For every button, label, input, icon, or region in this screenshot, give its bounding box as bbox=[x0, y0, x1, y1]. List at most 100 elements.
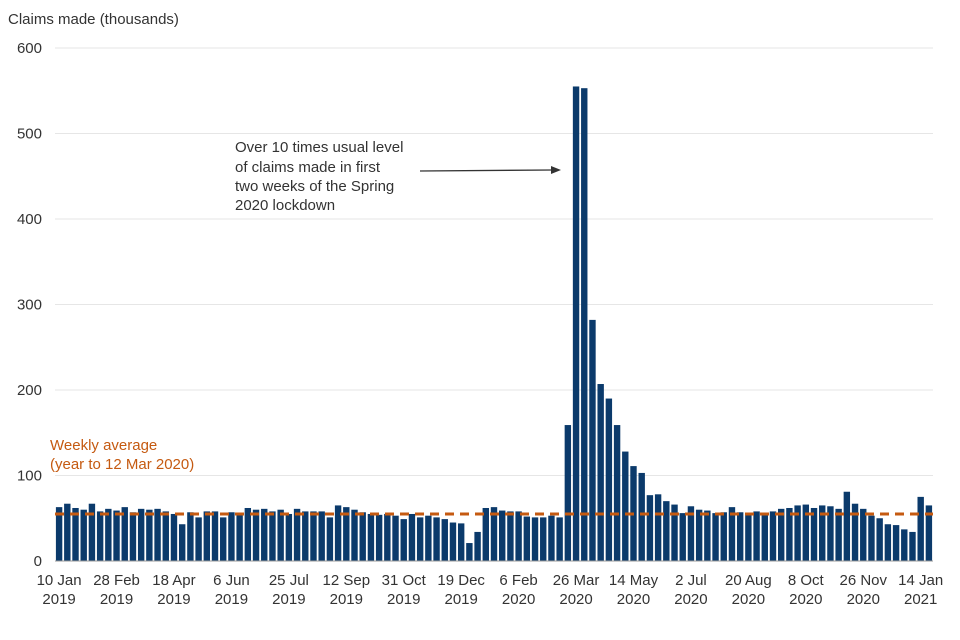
bar bbox=[917, 496, 924, 561]
bar bbox=[466, 543, 473, 561]
x-tick-year-label: 2019 bbox=[272, 591, 305, 608]
bar bbox=[745, 514, 752, 561]
bar bbox=[646, 495, 654, 561]
bar bbox=[892, 525, 900, 561]
x-tick-label: 2 Jul bbox=[675, 572, 707, 589]
x-tick-label: 6 Jun bbox=[213, 572, 250, 589]
x-tick-label: 28 Feb bbox=[93, 572, 140, 589]
bar bbox=[777, 508, 785, 561]
average-label-line2: (year to 12 Mar 2020) bbox=[50, 456, 194, 473]
x-tick-label: 25 Jul bbox=[269, 572, 309, 589]
bar bbox=[121, 507, 128, 561]
y-tick-label: 0 bbox=[34, 553, 42, 570]
x-tick-year-label: 2019 bbox=[215, 591, 248, 608]
gridlines bbox=[55, 47, 933, 476]
x-tick-year-label: 2019 bbox=[330, 591, 363, 608]
x-tick-year-label: 2019 bbox=[444, 591, 477, 608]
bar bbox=[137, 508, 145, 561]
bar bbox=[671, 504, 678, 561]
x-axis-ticks: 10 Jan 2019 28 Feb 2019 18 Apr 2019 6 Jun 2019 2… bbox=[37, 572, 944, 608]
x-tick-label: 26 Mar bbox=[553, 572, 600, 589]
bar bbox=[589, 319, 596, 561]
bar bbox=[425, 515, 432, 561]
bar bbox=[654, 494, 662, 561]
x-tick-year-label: 2020 bbox=[847, 591, 880, 608]
bar bbox=[244, 507, 252, 561]
bar bbox=[679, 513, 686, 561]
bar bbox=[416, 517, 424, 561]
bar bbox=[326, 517, 334, 561]
bar bbox=[178, 524, 186, 561]
x-tick-year-label: 2020 bbox=[559, 591, 592, 608]
bar bbox=[55, 507, 63, 561]
bar bbox=[195, 517, 202, 561]
bar bbox=[105, 508, 112, 561]
bar bbox=[285, 513, 293, 561]
bar bbox=[408, 513, 416, 561]
y-tick-label: 100 bbox=[17, 468, 42, 485]
bar bbox=[622, 451, 629, 561]
bar bbox=[367, 513, 375, 561]
bar bbox=[220, 517, 227, 561]
bar bbox=[441, 519, 448, 561]
x-tick-label: 14 May bbox=[609, 572, 659, 589]
bar bbox=[572, 86, 580, 561]
bar bbox=[146, 509, 153, 561]
bar bbox=[293, 508, 301, 561]
bar bbox=[64, 503, 71, 561]
bar bbox=[236, 513, 243, 561]
bar bbox=[540, 517, 547, 561]
y-axis-ticks: 0 100 200 300 400 500 600 bbox=[17, 40, 42, 570]
bar bbox=[597, 384, 604, 561]
bar bbox=[499, 510, 506, 561]
bar bbox=[228, 512, 235, 561]
bar bbox=[761, 513, 768, 561]
bar bbox=[860, 508, 867, 561]
bar bbox=[687, 506, 695, 561]
x-tick-year-label: 2020 bbox=[502, 591, 535, 608]
y-axis-label: Claims made (thousands) bbox=[8, 11, 179, 28]
bar bbox=[605, 398, 613, 561]
bar bbox=[343, 507, 350, 561]
x-tick-year-label: 2019 bbox=[157, 591, 190, 608]
bar bbox=[704, 510, 711, 561]
x-tick-year-label: 2019 bbox=[100, 591, 133, 608]
bar bbox=[187, 512, 194, 561]
bar bbox=[334, 505, 342, 561]
bar bbox=[810, 507, 818, 561]
bar bbox=[515, 511, 522, 561]
bar bbox=[712, 513, 719, 561]
bar bbox=[581, 88, 588, 561]
x-tick-label: 6 Feb bbox=[499, 572, 537, 589]
bar bbox=[170, 513, 178, 561]
x-tick-label: 18 Apr bbox=[152, 572, 195, 589]
bar bbox=[302, 511, 309, 561]
bar bbox=[827, 506, 834, 561]
bars bbox=[55, 86, 933, 561]
bar bbox=[564, 425, 572, 561]
bar bbox=[769, 511, 777, 561]
bar bbox=[490, 507, 498, 561]
x-tick-year-label: 2020 bbox=[732, 591, 765, 608]
y-tick-label: 500 bbox=[17, 126, 42, 143]
annotation-line2: of claims made in first bbox=[235, 159, 381, 176]
bar bbox=[802, 504, 810, 561]
x-tick-label: 31 Oct bbox=[382, 572, 427, 589]
x-tick-year-label: 2019 bbox=[42, 591, 75, 608]
bar bbox=[736, 512, 744, 561]
bar bbox=[457, 523, 465, 561]
bar bbox=[695, 509, 703, 561]
bar bbox=[925, 505, 933, 561]
x-tick-year-label: 2020 bbox=[617, 591, 650, 608]
bar bbox=[835, 508, 842, 561]
bar bbox=[433, 517, 440, 561]
bar bbox=[113, 510, 120, 561]
bar bbox=[96, 511, 104, 561]
bar bbox=[909, 531, 916, 561]
annotation-line3: two weeks of the Spring bbox=[235, 178, 394, 195]
bar bbox=[162, 511, 169, 561]
x-tick-label: 10 Jan bbox=[37, 572, 82, 589]
bar bbox=[876, 518, 883, 561]
annotation-line1: Over 10 times usual level bbox=[235, 139, 403, 156]
